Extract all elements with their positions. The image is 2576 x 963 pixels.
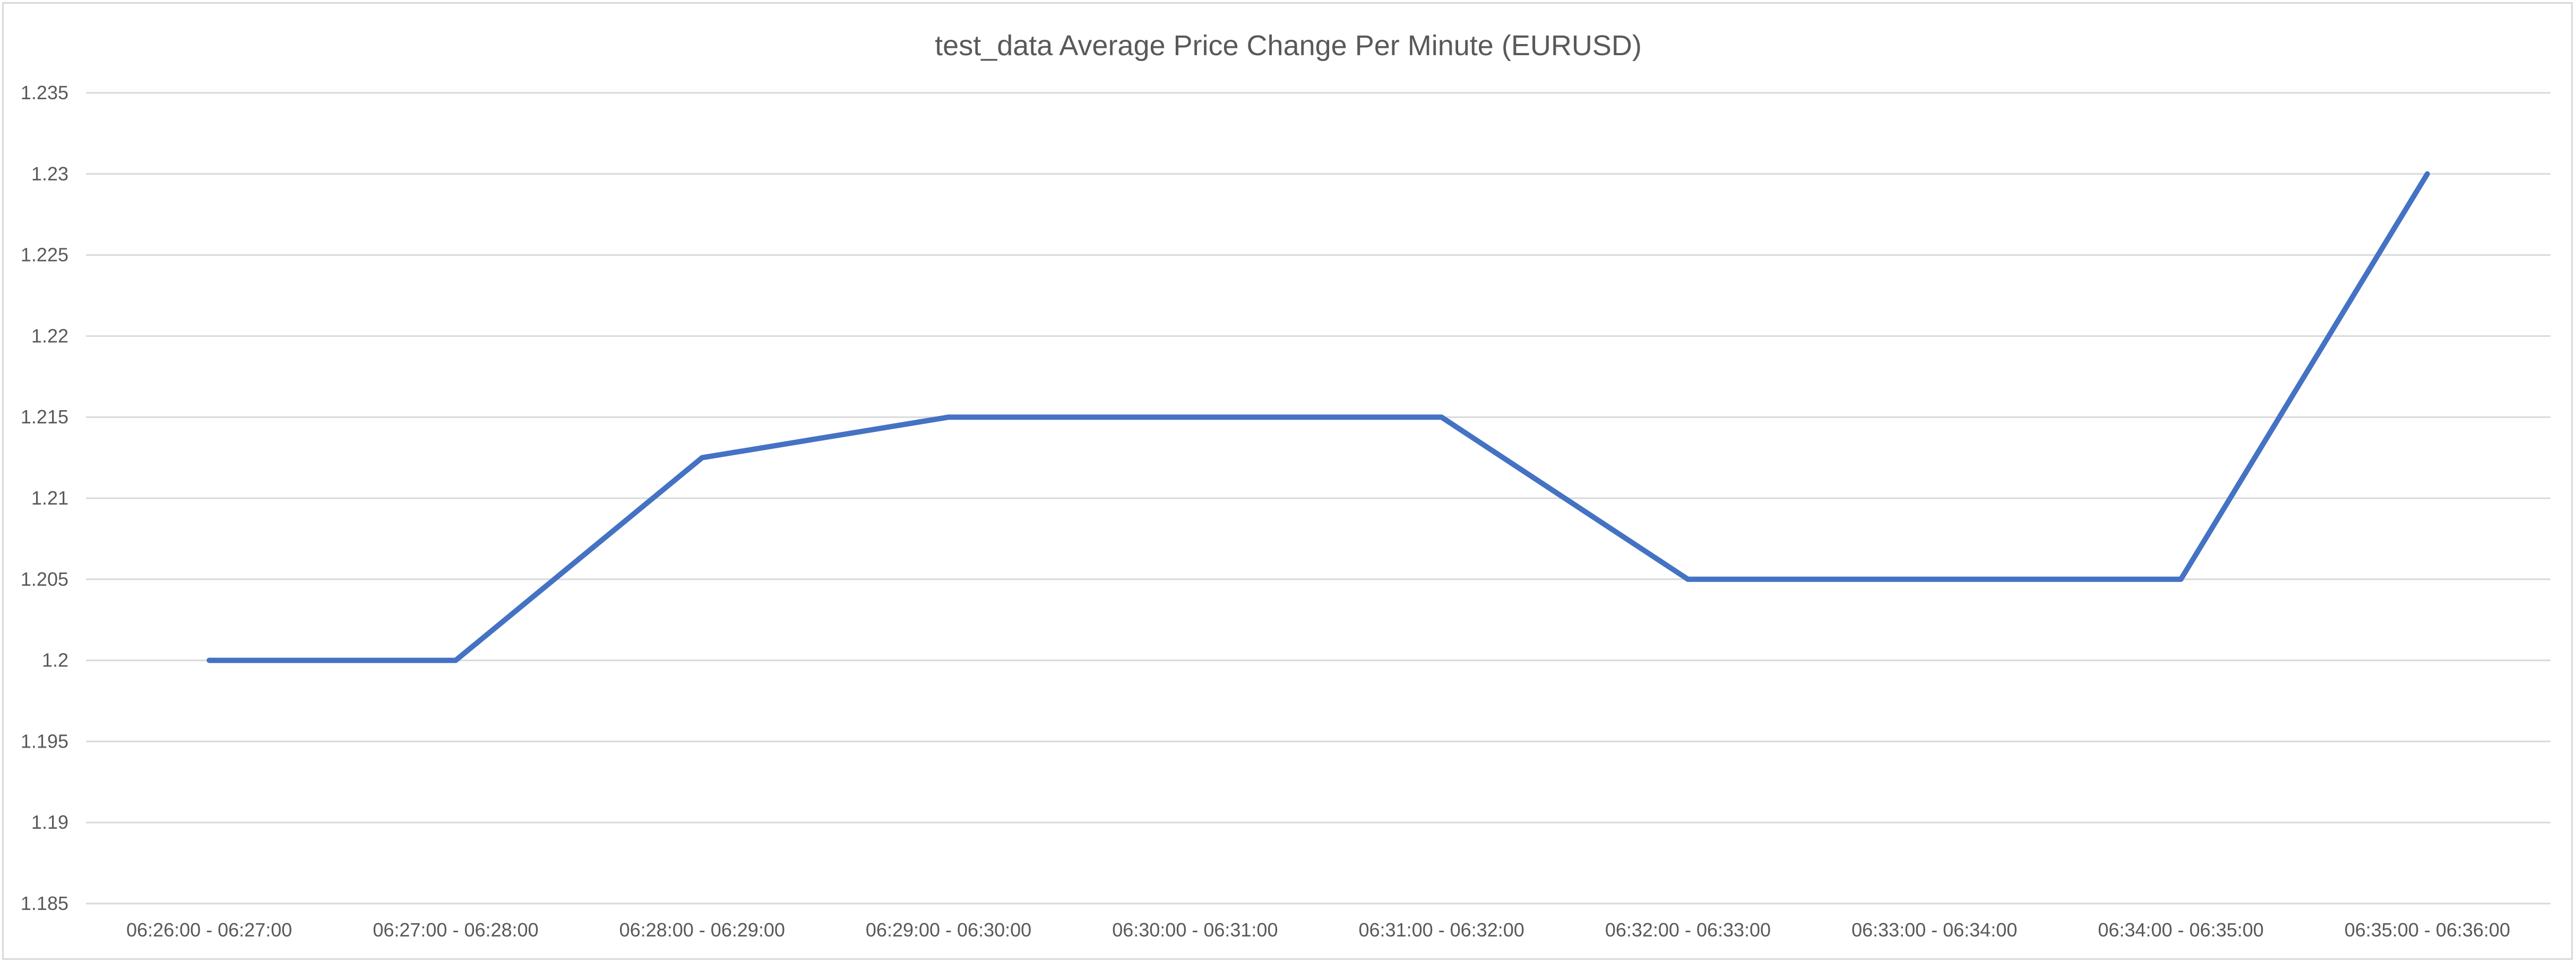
y-axis: 1.185 1.19 1.195 1.2 1.205 1.21 1.215 1.22 1.225…	[21, 82, 68, 914]
chart-title: test_data Average Price Change Per Minut…	[935, 30, 1642, 62]
y-tick-label: 1.235	[21, 82, 68, 103]
x-tick-label: 06:27:00 - 06:28:00	[373, 919, 538, 941]
y-tick-label: 1.215	[21, 406, 68, 428]
y-tick-label: 1.185	[21, 892, 68, 914]
y-tick-label: 1.205	[21, 568, 68, 590]
x-tick-label: 06:35:00 - 06:36:00	[2345, 919, 2510, 941]
x-tick-label: 06:32:00 - 06:33:00	[1605, 919, 1771, 941]
y-tick-label: 1.23	[31, 163, 68, 185]
gridlines	[86, 92, 2551, 905]
x-axis: 06:26:00 - 06:27:00 06:27:00 - 06:28:00 06…	[126, 919, 2510, 941]
x-tick-label: 06:34:00 - 06:35:00	[2098, 919, 2263, 941]
x-tick-label: 06:29:00 - 06:30:00	[866, 919, 1031, 941]
y-tick-label: 1.195	[21, 730, 68, 752]
x-tick-label: 06:28:00 - 06:29:00	[619, 919, 785, 941]
series	[206, 171, 2430, 663]
y-tick-label: 1.225	[21, 244, 68, 266]
y-tick-label: 1.2	[42, 649, 68, 671]
x-tick-label: 06:33:00 - 06:34:00	[1851, 919, 2017, 941]
y-tick-label: 1.19	[31, 811, 68, 833]
y-tick-label: 1.22	[31, 325, 68, 346]
x-tick-label: 06:31:00 - 06:32:00	[1359, 919, 1524, 941]
x-tick-label: 06:30:00 - 06:31:00	[1112, 919, 1278, 941]
y-tick-label: 1.21	[31, 487, 68, 509]
line-chart: test_data Average Price Change Per Minut…	[21, 30, 2551, 941]
series-line	[206, 171, 2430, 663]
x-tick-label: 06:26:00 - 06:27:00	[126, 919, 292, 941]
